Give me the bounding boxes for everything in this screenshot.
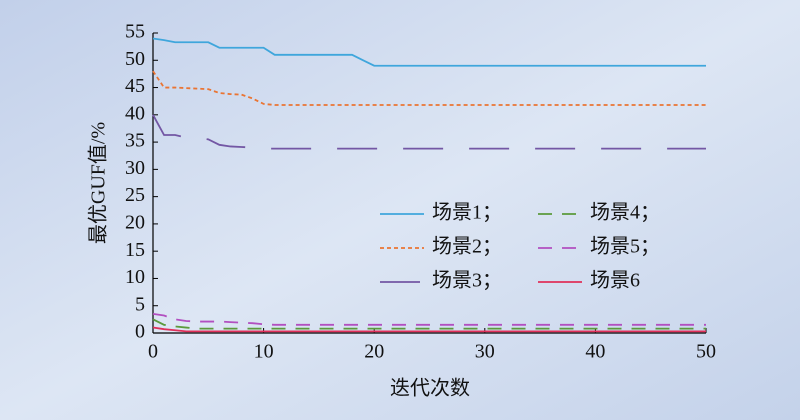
y-tick-label: 30	[125, 157, 145, 179]
y-tick-label: 25	[125, 184, 145, 206]
y-tick-label: 45	[125, 75, 145, 97]
series-line	[152, 326, 706, 333]
x-tick-label: 10	[254, 341, 274, 363]
x-tick-label: 30	[475, 341, 495, 363]
series-line	[152, 313, 706, 326]
legend-label: 场景5；	[590, 235, 660, 258]
series-line	[152, 37, 706, 67]
series-line	[152, 114, 706, 150]
x-tick-label: 40	[585, 341, 605, 363]
y-tick-label: 15	[125, 239, 145, 261]
y-tick-label: 10	[125, 266, 145, 288]
legend-label: 场景3；	[432, 269, 502, 292]
legend-label: 场景2；	[432, 235, 502, 258]
legend-label: 场景4；	[590, 201, 660, 224]
legend-label: 场景1；	[432, 201, 502, 224]
y-tick-label: 55	[125, 21, 145, 43]
series-line	[152, 70, 706, 106]
y-axis-label: 最优GUF值/%	[87, 122, 110, 244]
y-tick-label: 50	[125, 48, 145, 70]
x-tick-label: 20	[364, 341, 384, 363]
x-tick-label: 50	[696, 341, 716, 363]
legend-label: 场景6	[590, 269, 640, 292]
series-line	[152, 318, 706, 330]
y-tick-label: 0	[135, 321, 145, 343]
y-tick-label: 35	[125, 130, 145, 152]
x-axis-label: 迭代次数	[390, 377, 470, 400]
y-tick-label: 5	[135, 293, 145, 315]
y-tick-label: 20	[125, 212, 145, 234]
y-tick-label: 40	[125, 102, 145, 124]
x-tick-label: 0	[148, 341, 158, 363]
